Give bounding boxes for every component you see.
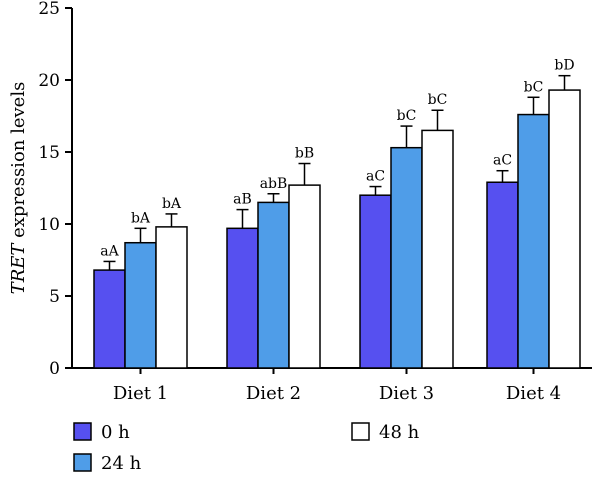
bar bbox=[548, 89, 581, 369]
plot-area: 0 5 10 15 20 25 aA bA bA Diet 1 aB abB bB Diet 2 aC bC b… bbox=[38, 0, 592, 404]
significance-label: bC bbox=[397, 108, 417, 124]
legend-label: 48 h bbox=[379, 422, 420, 443]
bar bbox=[257, 201, 290, 369]
significance-label: aC bbox=[493, 153, 512, 169]
svg-text:TRET expression levels: TRET expression levels bbox=[8, 82, 29, 295]
bar bbox=[421, 129, 454, 369]
bar bbox=[93, 269, 126, 369]
y-axis-title-italic: TRET bbox=[8, 242, 29, 295]
legend: 0 h 24 h 48 h bbox=[73, 422, 420, 474]
legend-swatch bbox=[351, 422, 370, 441]
y-tick-label: 15 bbox=[38, 143, 60, 163]
x-tick-label: Diet 4 bbox=[506, 383, 561, 404]
y-tick-label: 25 bbox=[38, 0, 60, 19]
bar bbox=[359, 194, 392, 369]
y-tick-label: 0 bbox=[49, 359, 60, 379]
x-tick-label: Diet 3 bbox=[379, 383, 434, 404]
bar bbox=[517, 113, 550, 369]
y-tick-label: 20 bbox=[38, 71, 60, 91]
significance-label: aB bbox=[233, 192, 252, 208]
significance-label: bB bbox=[295, 146, 314, 162]
y-axis-title: TRET expression levels bbox=[8, 82, 29, 295]
significance-label: bA bbox=[162, 196, 182, 212]
legend-label: 24 h bbox=[101, 453, 142, 474]
bar bbox=[288, 184, 321, 369]
significance-label: bD bbox=[554, 58, 574, 74]
bar bbox=[155, 226, 188, 369]
legend-swatch bbox=[73, 422, 92, 441]
y-axis-title-rest: expression levels bbox=[8, 82, 29, 244]
bar bbox=[486, 181, 519, 369]
significance-label: aC bbox=[366, 169, 385, 185]
legend-swatch bbox=[73, 453, 92, 472]
x-tick-label: Diet 2 bbox=[246, 383, 301, 404]
x-tick-label: Diet 1 bbox=[113, 383, 168, 404]
significance-label: bC bbox=[524, 79, 544, 95]
significance-label: bC bbox=[428, 92, 448, 108]
bar bbox=[390, 146, 423, 369]
y-tick-label: 5 bbox=[49, 287, 60, 307]
y-tick-label: 10 bbox=[38, 215, 60, 235]
bar bbox=[226, 227, 259, 369]
significance-label: abB bbox=[260, 176, 288, 192]
significance-label: aA bbox=[100, 243, 119, 259]
significance-label: bA bbox=[131, 210, 151, 226]
legend-label: 0 h bbox=[101, 422, 130, 443]
bar bbox=[124, 241, 157, 369]
